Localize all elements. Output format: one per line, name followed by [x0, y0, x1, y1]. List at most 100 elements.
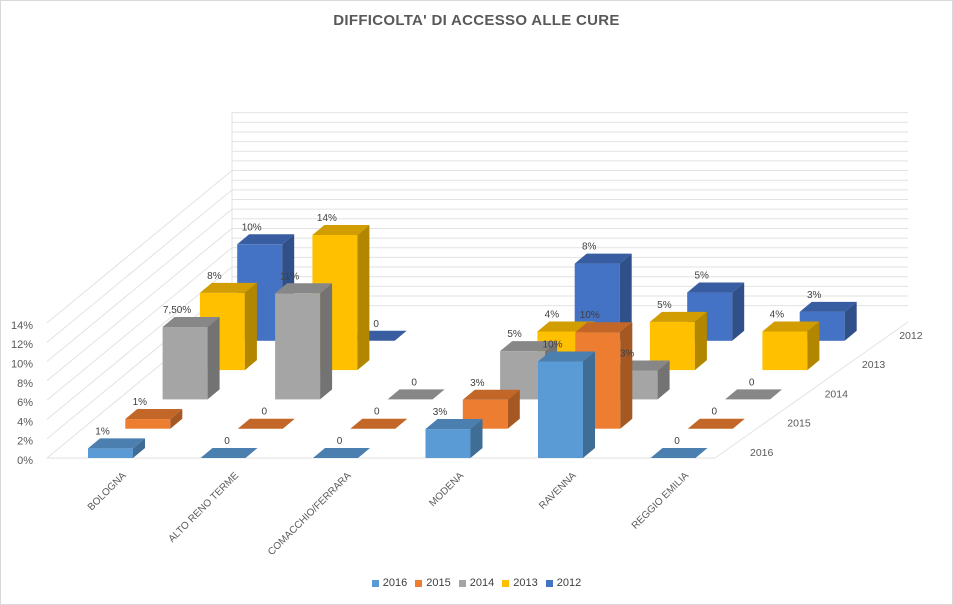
bar-front: [762, 331, 808, 371]
bar-top: [650, 448, 708, 458]
bar-front: [162, 327, 208, 400]
data-label: 10%: [542, 340, 562, 351]
bar-2016-bologna: [88, 438, 145, 458]
bar-2015-reggio-emilia: [687, 418, 745, 429]
data-label: 3%: [807, 290, 822, 301]
x-axis: BOLOGNA ALTO RENO TERME COMACCHIO/FERRARA M…: [86, 470, 691, 558]
legend-swatch: [371, 579, 379, 587]
bar-side: [507, 389, 520, 429]
data-label: 0: [712, 407, 718, 418]
bar-top: [538, 351, 595, 362]
y-tick-label: 4%: [17, 416, 33, 428]
y-tick-label: 2%: [17, 436, 33, 448]
bar-2014-alto-reno-terme: [275, 283, 333, 400]
bar-side: [844, 301, 857, 341]
bar-side: [170, 409, 183, 429]
bar-top: [425, 419, 483, 430]
data-label: 5%: [657, 300, 672, 311]
category-label: ALTO RENO TERME: [167, 470, 242, 545]
bar-side: [133, 438, 145, 458]
data-label: 0: [373, 319, 379, 330]
bar-2013-bologna: [199, 282, 257, 371]
bars: [88, 225, 857, 458]
legend-item-2015: 2015: [415, 577, 451, 589]
legend-item-2012: 2012: [545, 577, 582, 589]
bar-side: [807, 321, 820, 371]
data-label: 8%: [207, 271, 222, 282]
y-tick-label: 14%: [11, 320, 33, 332]
bar-side: [470, 419, 483, 458]
chart-legend: 2016 2015 2014 2013 2012: [0, 577, 953, 590]
data-label: 5%: [507, 329, 522, 340]
bar-top: [574, 253, 632, 264]
depth-axis: 2016 2015 2014 2013 2012: [750, 330, 923, 459]
bar-front: [125, 419, 171, 429]
gridline: [46, 208, 233, 362]
legend-swatch: [545, 579, 553, 587]
data-label: 11%: [280, 271, 299, 282]
bar-side: [207, 317, 220, 400]
legend-label: 2012: [556, 577, 582, 589]
bar-top: [462, 389, 520, 400]
data-label: 0: [262, 407, 268, 418]
y-axis: 0% 2% 4% 6% 8% 10% 12% 14%: [11, 320, 33, 467]
data-label: 3%: [620, 348, 635, 359]
data-labels: 10% 0 8% 5% 3% 8% 14% 4% 5% 4% 7,50% 11% 0 5% 3% 0 1% 0 0 3…: [95, 213, 821, 447]
bar-side: [244, 282, 257, 371]
bar-2015-modena: [462, 389, 520, 429]
depth-label: 2013: [862, 359, 886, 371]
bar-top: [500, 341, 558, 352]
data-label: 14%: [317, 213, 337, 224]
bar-top: [687, 282, 745, 293]
bar-top: [312, 225, 370, 235]
bar-side: [320, 283, 333, 400]
bar-front: [88, 448, 133, 458]
gridline: [46, 247, 233, 401]
bar-top: [762, 321, 820, 332]
data-label: 0: [224, 436, 230, 447]
data-label: 7,50%: [163, 305, 191, 316]
bar-top: [199, 282, 257, 293]
bar-side: [657, 360, 670, 400]
bar-top: [313, 448, 370, 458]
legend-item-2014: 2014: [458, 577, 495, 589]
data-label: 0: [411, 377, 417, 388]
data-label: 3%: [433, 407, 448, 418]
category-label: REGGIO EMILIA: [630, 470, 691, 531]
bar-top: [799, 301, 857, 312]
data-label: 1%: [95, 426, 110, 437]
bar-side: [732, 282, 745, 341]
gridline: [46, 189, 233, 343]
bar-top: [387, 389, 445, 400]
bar-top: [162, 317, 220, 328]
y-tick-label: 0%: [17, 455, 33, 467]
bar-2013-reggio-emilia: [762, 321, 820, 371]
bar-2016-reggio-emilia: [650, 448, 708, 458]
bar-2015-comacchio-ferrara: [350, 418, 408, 429]
depth-label: 2014: [825, 388, 849, 400]
data-label: 4%: [545, 310, 560, 321]
legend-item-2016: 2016: [371, 577, 407, 589]
data-label: 0: [674, 436, 680, 447]
legend-label: 2014: [469, 577, 495, 589]
bar-side: [357, 225, 370, 371]
data-label: 0: [337, 436, 343, 447]
bar-2016-alto-reno-terme: [200, 448, 258, 458]
legend-label: 2015: [426, 577, 451, 589]
bar-2015-alto-reno-terme: [237, 418, 295, 429]
bar-top: [350, 418, 408, 429]
bar-2016-comacchio-ferrara: [313, 448, 370, 458]
depth-label: 2012: [899, 330, 923, 342]
bar-front: [275, 293, 321, 400]
legend-swatch: [415, 579, 423, 587]
data-label: 1%: [133, 397, 148, 408]
gridline: [46, 228, 233, 382]
data-label: 4%: [770, 310, 785, 321]
bar-side: [583, 351, 595, 458]
data-label: 10%: [580, 310, 600, 321]
category-label: RAVENNA: [537, 470, 579, 512]
bar-top: [687, 418, 745, 429]
gridline: [46, 170, 233, 324]
bar-side: [620, 322, 633, 429]
